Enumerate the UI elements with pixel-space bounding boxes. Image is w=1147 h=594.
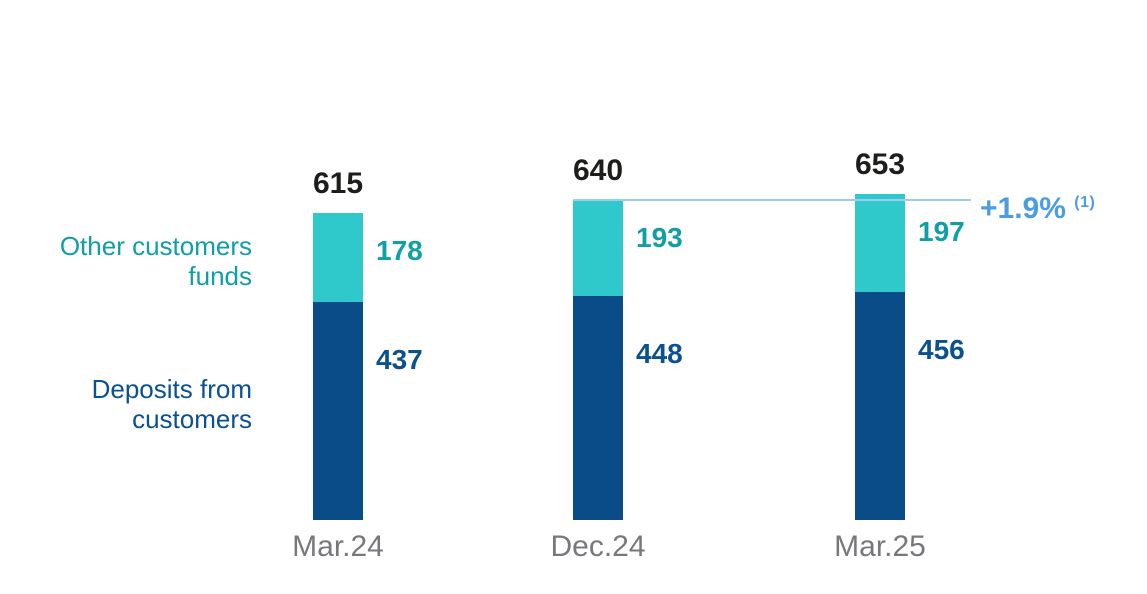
bar-group-dec24: 640 193 448 Dec.24 — [550, 0, 682, 594]
legend-deposits-from-customers: Deposits from customers — [91, 374, 252, 434]
bar-group-mar25: 653 197 456 Mar.25 — [834, 0, 965, 594]
bar-segment-deposits-mar25 — [855, 292, 905, 520]
total-label-dec24: 640 — [572, 153, 624, 187]
value-other-funds-mar24: 178 — [376, 234, 423, 266]
total-label-mar25: 653 — [854, 147, 906, 181]
category-label-mar25: Mar.25 — [834, 530, 926, 563]
growth-annotation-value: +1.9% — [980, 192, 1066, 225]
value-deposits-mar25: 456 — [918, 334, 965, 365]
bar-segment-deposits-mar24 — [313, 301, 363, 520]
growth-annotation-footnote-marker: (1) — [1074, 194, 1096, 211]
value-other-funds-dec24: 193 — [636, 221, 683, 253]
category-label-dec24: Dec.24 — [550, 530, 646, 563]
growth-annotation: +1.9% (1) — [980, 186, 1095, 226]
bar-segment-other-funds-dec24 — [573, 199, 623, 296]
bar-segment-other-funds-mar25 — [855, 193, 905, 292]
total-label-mar24: 615 — [312, 166, 364, 200]
reference-line — [573, 199, 971, 201]
bar-segment-deposits-dec24 — [573, 296, 623, 520]
bar-group-mar24: 615 178 437 Mar.24 — [292, 0, 423, 594]
value-other-funds-mar25: 197 — [918, 215, 965, 247]
value-deposits-mar24: 437 — [376, 343, 423, 375]
category-label-mar24: Mar.24 — [292, 530, 384, 563]
value-deposits-dec24: 448 — [636, 338, 683, 369]
legend-other-customers-funds: Other customers funds — [59, 231, 252, 291]
bar-segment-other-funds-mar24 — [313, 212, 363, 302]
